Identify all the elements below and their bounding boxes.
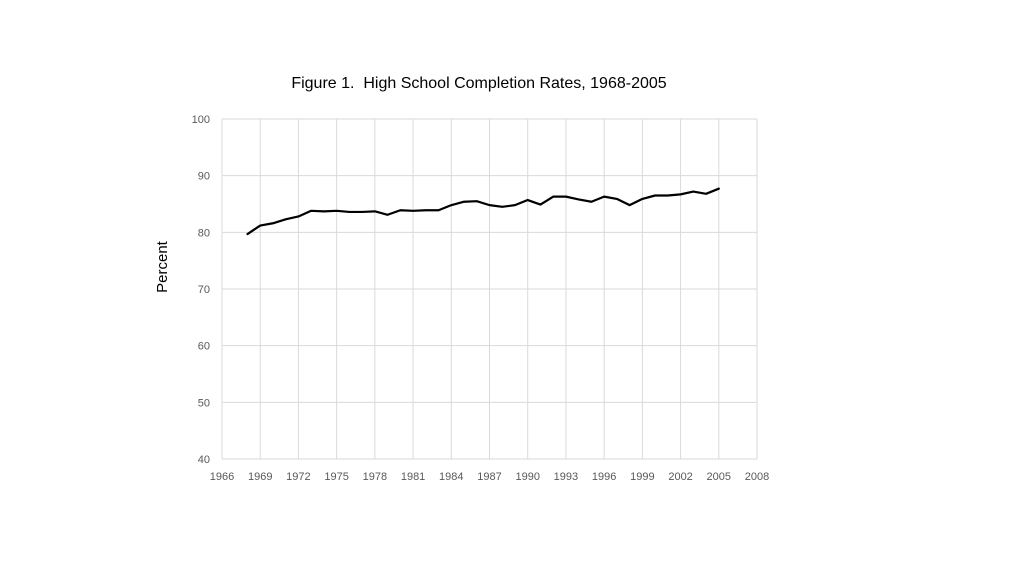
- series-group: [246, 187, 720, 236]
- x-tick-label: 1984: [439, 471, 463, 483]
- x-tick-label: 1993: [554, 471, 578, 483]
- x-tick-label: 1987: [477, 471, 501, 483]
- y-tick-label: 50: [198, 397, 210, 409]
- x-tick-label: 2005: [707, 471, 731, 483]
- x-tick-label: 1978: [363, 471, 387, 483]
- x-tick-label: 1972: [286, 471, 310, 483]
- x-tick-label: 1975: [324, 471, 348, 483]
- x-tick-label: 2002: [668, 471, 692, 483]
- y-axis-label: Percent: [154, 240, 171, 293]
- y-tick-label: 80: [198, 227, 210, 239]
- y-tick-label: 90: [198, 171, 210, 183]
- y-axis: 40 50 60 70 80 90 100: [192, 114, 210, 466]
- y-tick-label: 60: [198, 341, 210, 353]
- x-tick-label: 1969: [248, 471, 272, 483]
- x-tick-label: 1996: [592, 471, 616, 483]
- chart-title: Figure 1. High School Completion Rates, …: [291, 75, 666, 92]
- grid: [221, 118, 758, 460]
- y-tick-label: 40: [198, 454, 210, 466]
- x-tick-label: 2008: [745, 471, 769, 483]
- x-tick-label: 1999: [630, 471, 654, 483]
- y-tick-label: 100: [192, 114, 210, 126]
- y-tick-label: 70: [198, 284, 210, 296]
- series-line: [246, 187, 720, 236]
- x-tick-label: 1990: [515, 471, 539, 483]
- x-axis: 1966 1969 1972 1975 1978 1981 1984 1987 1990 1993…: [210, 471, 769, 483]
- x-tick-label: 1966: [210, 471, 234, 483]
- x-tick-label: 1981: [401, 471, 425, 483]
